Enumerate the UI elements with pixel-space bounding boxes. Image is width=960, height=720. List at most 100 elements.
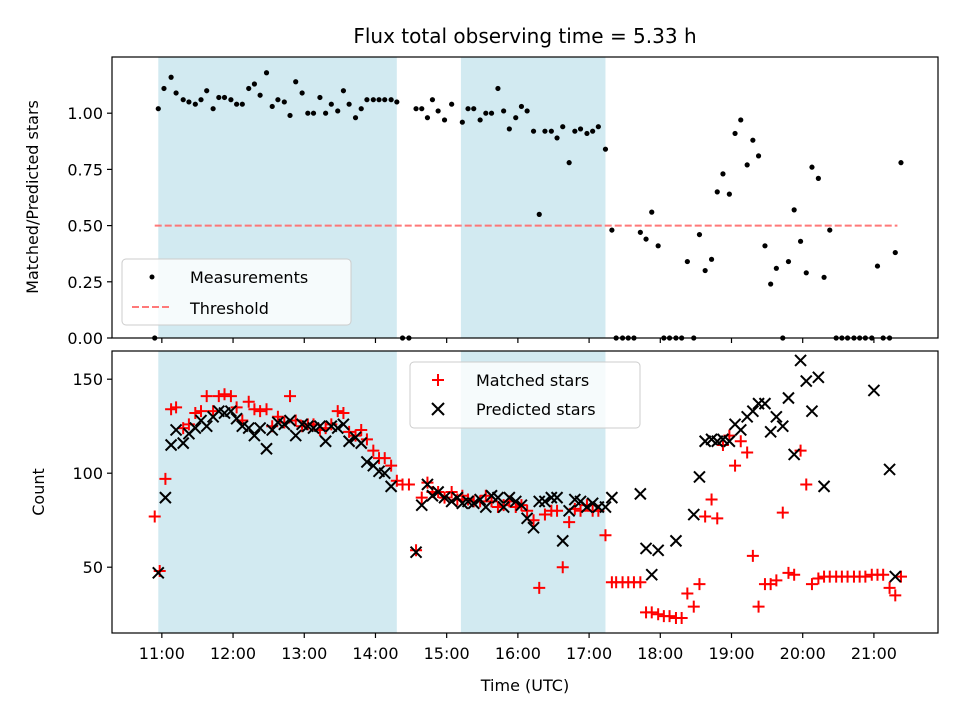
matched-star-point <box>746 549 759 562</box>
bottom-legend: Matched stars Predicted stars <box>409 361 641 429</box>
measurement-point <box>803 270 809 276</box>
predicted-star-point <box>509 495 522 508</box>
predicted-star-point <box>782 391 795 405</box>
measurement-point <box>702 267 708 274</box>
predicted-star-point <box>479 500 493 514</box>
measurement-point <box>180 97 186 103</box>
matched-star-point <box>681 587 694 600</box>
matched-star-point <box>645 606 658 619</box>
top-legend-box <box>121 258 352 326</box>
measurement-point <box>275 97 281 103</box>
predicted-star-point <box>764 425 777 439</box>
measurement-point <box>323 110 329 116</box>
predicted-star-point <box>580 500 594 514</box>
measurement-point <box>376 97 382 103</box>
legend-marker-predicted <box>431 402 445 416</box>
matched-star-point <box>734 435 747 448</box>
measurement-point <box>155 106 161 112</box>
measurement-point <box>684 258 690 265</box>
matched-star-point <box>788 568 801 581</box>
predicted-star-point <box>693 470 706 484</box>
predicted-star-point <box>645 568 658 581</box>
matched-star-point <box>693 578 706 591</box>
predicted-star-point <box>812 371 825 384</box>
measurement-point <box>335 108 341 114</box>
matched-star-point <box>360 433 373 446</box>
measurement-point <box>495 85 501 92</box>
predicted-star-point <box>586 497 599 510</box>
matched-star-point <box>491 501 504 514</box>
matched-star-point <box>687 600 700 613</box>
measurement-point <box>595 124 601 130</box>
matched-star-point <box>894 570 907 583</box>
matched-star-point <box>805 578 818 591</box>
predicted-star-point <box>421 478 434 491</box>
measurement-point <box>554 135 560 141</box>
top-y-axis-label: Matched/Predicted stars <box>23 100 42 294</box>
predicted-star-point <box>384 480 398 493</box>
measurement-point <box>726 191 732 197</box>
x-axis-label: Time (UTC) <box>480 676 569 695</box>
measurement-point <box>791 207 797 213</box>
measurement-point <box>364 97 370 103</box>
matched-star-point <box>776 506 789 519</box>
measurement-point <box>394 99 400 105</box>
matched-star-point <box>242 395 255 408</box>
predicted-star-point <box>189 421 202 435</box>
measurement-point <box>649 209 655 215</box>
shaded-interval-0 <box>158 351 397 633</box>
predicted-star-point <box>556 534 569 548</box>
bottom-x-axis: 11:00 12:00 13:00 14:00 15:00 16:00 17:00 18:00… <box>139 633 897 663</box>
measurement-point <box>542 128 548 134</box>
predicted-star-point <box>867 384 881 397</box>
predicted-star-point <box>415 498 428 512</box>
predicted-star-point <box>634 487 647 501</box>
bottom-xtick-label: 18:00 <box>637 644 683 663</box>
matched-star-point <box>877 568 890 581</box>
measurement-point <box>221 94 228 101</box>
predicted-star-point <box>520 512 534 525</box>
matched-star-point <box>271 410 284 423</box>
matched-star-point <box>462 493 475 506</box>
matched-stars-series <box>148 388 907 624</box>
matched-star-point <box>170 401 183 414</box>
matched-star-point <box>889 589 902 602</box>
measurement-point <box>388 97 394 103</box>
measurement-point <box>524 108 530 114</box>
legend-marker-measurements <box>149 274 155 280</box>
measurement-point <box>234 101 240 107</box>
measurement-point <box>204 88 210 94</box>
measurement-point <box>346 101 352 107</box>
top-ytick-label: 0.75 <box>67 160 103 179</box>
predicted-star-point <box>734 423 747 437</box>
measurement-point <box>714 189 720 195</box>
measurement-point <box>708 256 715 262</box>
bottom-xtick-label: 19:00 <box>708 644 754 663</box>
bottom-ytick-label: 100 <box>72 464 103 483</box>
matched-star-point <box>479 489 492 502</box>
measurement-point <box>251 81 258 87</box>
matched-star-point <box>254 405 267 418</box>
matched-star-point <box>652 608 665 621</box>
measurement-point <box>755 153 762 159</box>
measurement-point <box>435 108 441 114</box>
matched-star-point <box>711 512 724 525</box>
bottom-xtick-label: 15:00 <box>424 644 470 663</box>
predicted-star-point <box>800 374 813 388</box>
bottom-y-axis: 50 100 150 <box>72 370 112 577</box>
matched-star-point <box>195 405 208 418</box>
matched-star-point <box>521 504 534 517</box>
shaded-interval-1 <box>460 57 606 338</box>
measurement-point <box>827 227 833 233</box>
predicted-star-point <box>164 438 178 452</box>
legend-label-matched: Matched stars <box>476 371 589 390</box>
matched-star-point <box>782 566 795 579</box>
measurement-point <box>477 117 483 123</box>
matched-star-point <box>148 510 161 523</box>
measurement-point <box>738 117 744 123</box>
chart-title: Flux total observing time = 5.33 h <box>353 24 696 48</box>
top-ytick-label: 1.00 <box>67 104 103 123</box>
measurement-point <box>506 126 512 132</box>
predicted-star-point <box>669 534 683 548</box>
measurement-point <box>465 106 471 112</box>
